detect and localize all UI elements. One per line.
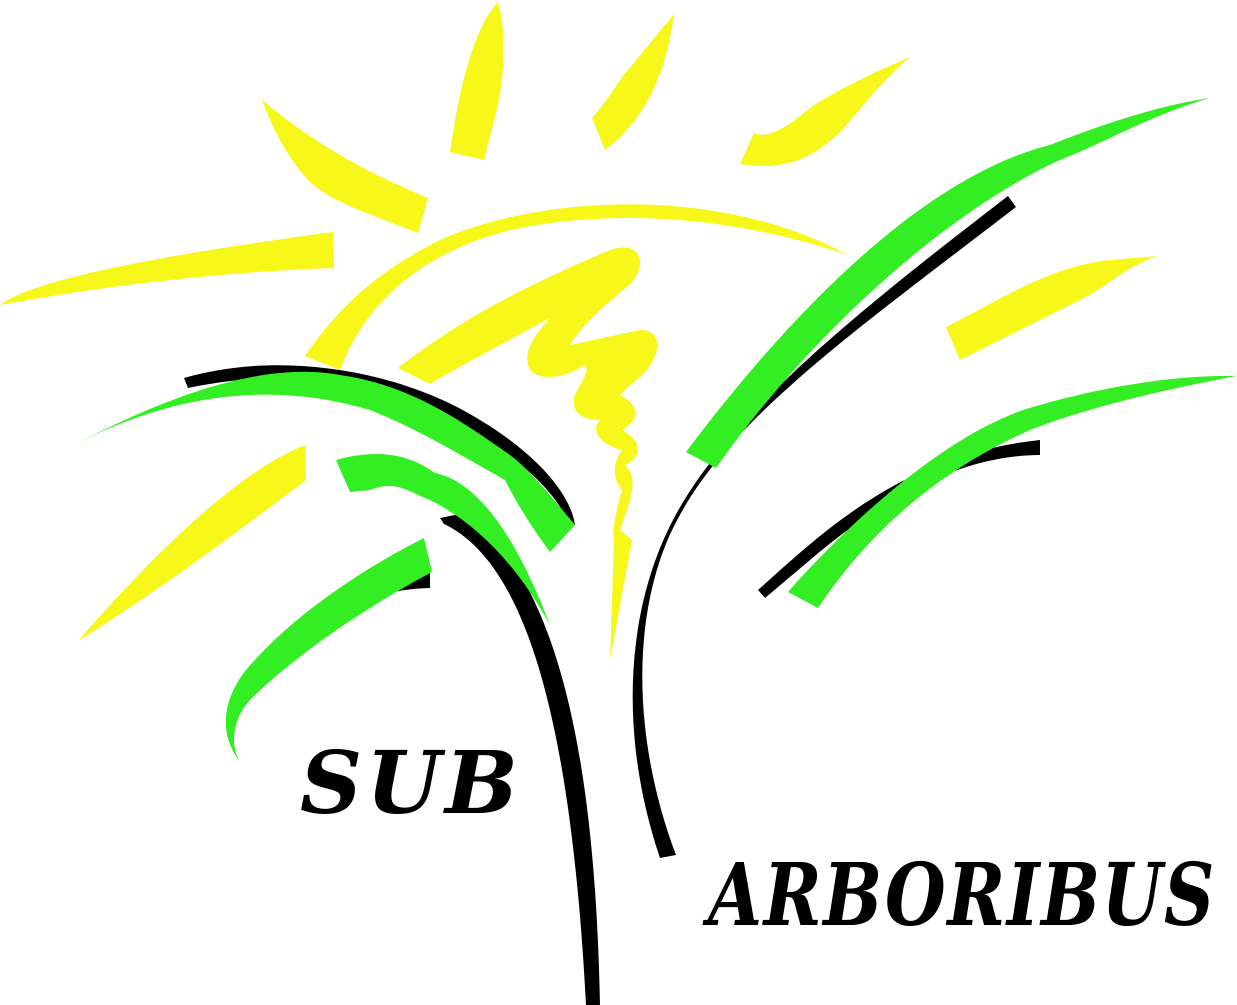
leaf-middle: [336, 454, 550, 625]
sun-zigzag: [398, 247, 658, 660]
leaf-left-upper: [74, 371, 575, 552]
left-trunk-shadow: [440, 512, 600, 1005]
sun-graphic: [0, 2, 1157, 660]
logo-word-arboribus: ARBORIBUS: [702, 845, 1216, 946]
sun-ray-lower-left: [78, 445, 306, 641]
leaf-right-lower: [788, 375, 1237, 608]
sun-ray-right-upper: [740, 57, 910, 166]
green-leaves: [74, 98, 1237, 762]
sun-ray-right: [946, 256, 1157, 360]
sun-arc: [305, 204, 848, 370]
sun-ray-left-upper: [262, 100, 428, 233]
left-branch-shadow: [184, 365, 575, 525]
sun-ray-top: [450, 2, 504, 160]
leaf-lower-left: [225, 538, 432, 762]
leaf-upper-right: [686, 98, 1210, 468]
right-branch-shadow: [758, 440, 1040, 598]
logo-word-sub: SUB: [300, 733, 522, 834]
sun-ray-left: [0, 232, 334, 305]
sun-ray-upper-right: [592, 14, 674, 150]
